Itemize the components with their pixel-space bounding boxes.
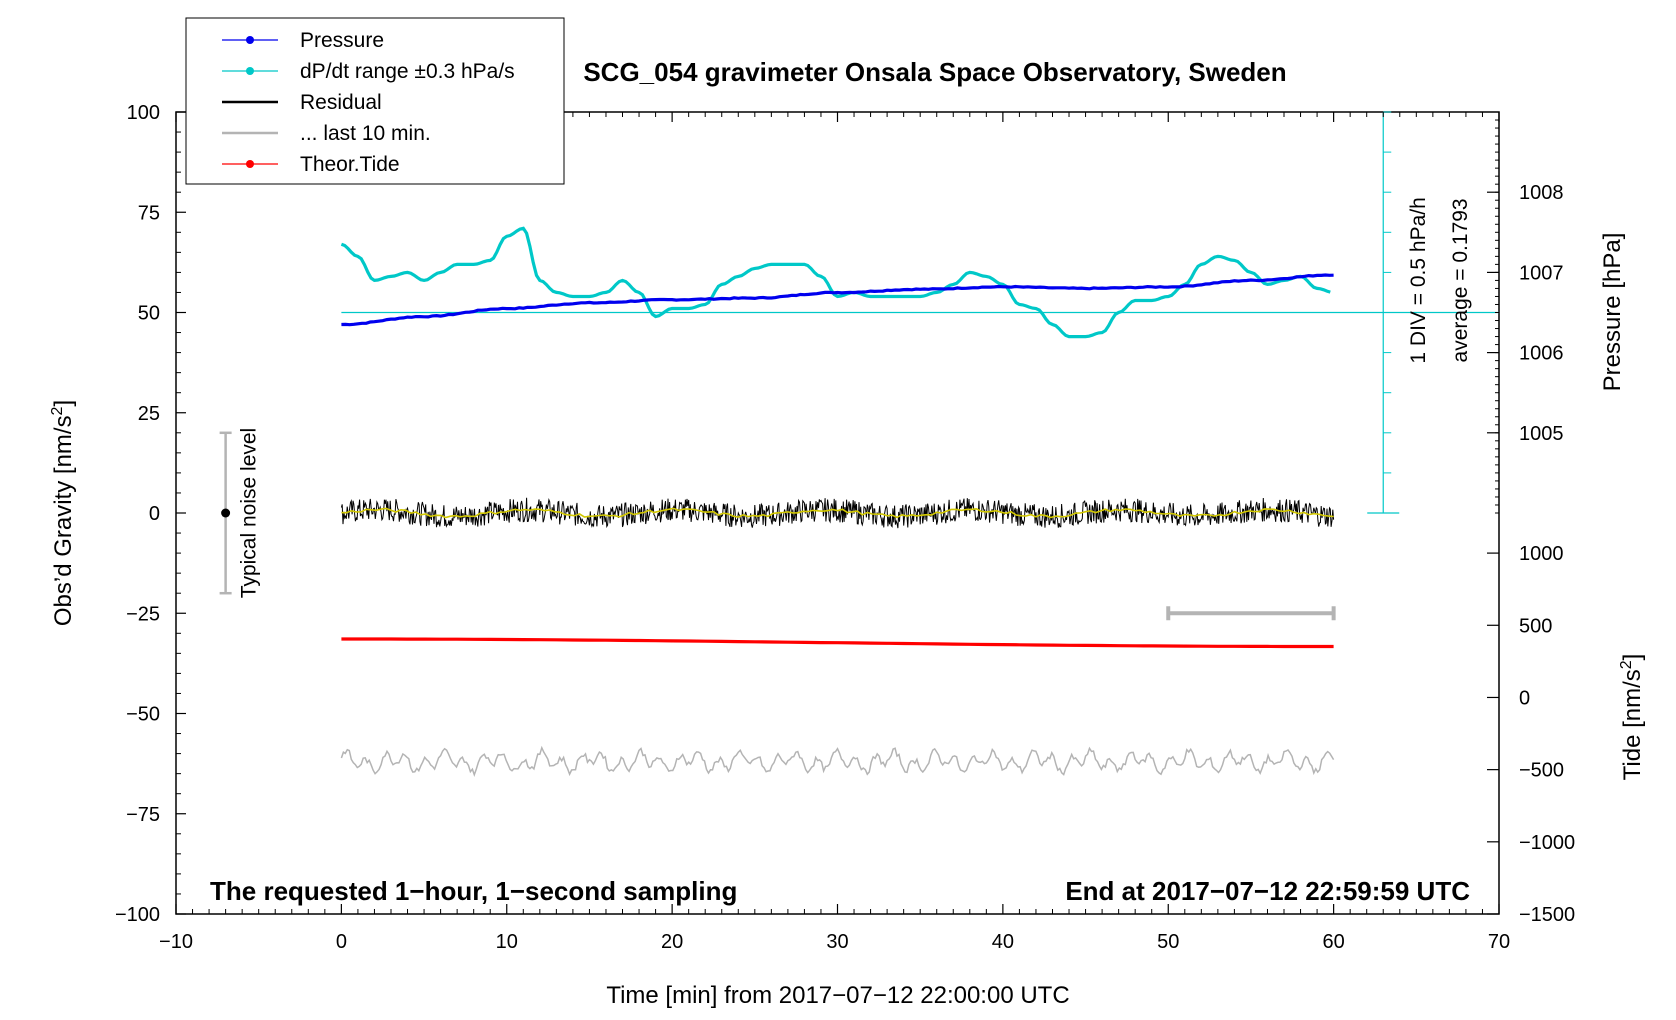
pressure-tick-label: 1006 <box>1519 343 1564 365</box>
x-tick-label: 70 <box>1488 931 1510 953</box>
x-tick-label: 20 <box>661 931 683 953</box>
noise-level-center-dot <box>221 508 231 518</box>
legend-item-label: Pressure <box>300 29 384 52</box>
markers-group <box>219 431 1336 621</box>
legend-item-label: Theor.Tide <box>300 153 400 176</box>
pressure-tick-label: 1007 <box>1519 262 1564 284</box>
dpdt-series <box>340 226 1331 339</box>
legend-item-label: dP/dt range ±0.3 hPa/s <box>300 60 515 83</box>
legend-swatch-marker <box>246 36 254 44</box>
tide-axis-label-base: Tide [nm/s <box>1619 669 1646 780</box>
residual-smoothed-series <box>341 507 1334 519</box>
dpdt-average-label: average = 0.1793 <box>1449 198 1472 362</box>
x-axis-label: Time [min] from 2017−07−12 22:00:00 UTC <box>606 982 1069 1009</box>
residual-series <box>340 497 1335 529</box>
legend-swatch-marker <box>246 160 254 168</box>
legend-item-label: ... last 10 min. <box>300 122 431 145</box>
y-tick-label: −75 <box>126 804 160 826</box>
y-tick-label: −25 <box>126 603 160 625</box>
noise-level-label: Typical noise level <box>238 428 261 598</box>
annotation-right: End at 2017−07−12 22:59:59 UTC <box>1065 876 1470 906</box>
x-axis-ticks: −10 0 10 20 30 40 50 60 70 <box>159 112 1510 953</box>
y-tick-label: 25 <box>138 403 160 425</box>
tide-tick-label: 1000 <box>1519 543 1564 565</box>
dpdt-scale-group <box>1367 111 1400 514</box>
y-axis-ticks: −100 −75 −50 −25 0 25 50 75 100 <box>115 102 186 926</box>
y-axis-label-sup: 2 <box>49 406 66 415</box>
series-group <box>340 226 1335 777</box>
x-tick-label: 60 <box>1323 931 1345 953</box>
pressure-axis-label: Pressure [hPa] <box>1599 233 1626 392</box>
tide-tick-label: −1000 <box>1519 832 1575 854</box>
tide-tick-label: 500 <box>1519 615 1552 637</box>
x-tick-label: 0 <box>336 931 347 953</box>
tide-axis-label-end: ] <box>1619 654 1646 661</box>
tide-tick-label: −500 <box>1519 760 1564 782</box>
y-tick-label: 50 <box>138 303 160 325</box>
last-10-min-series <box>340 745 1335 777</box>
pressure-tick-label: 1005 <box>1519 423 1564 445</box>
x-tick-label: 50 <box>1157 931 1179 953</box>
x-tick-label: 40 <box>992 931 1014 953</box>
x-tick-label: 10 <box>496 931 518 953</box>
pressure-tick-label: 1008 <box>1519 182 1564 204</box>
legend-item-label: Residual <box>300 91 382 114</box>
tide-axis-ticks: 1000 500 0 −500 −1000 −1500 <box>1487 543 1575 926</box>
tide-tick-label: −1500 <box>1519 904 1575 926</box>
dpdt-scale-label: 1 DIV = 0.5 hPa/h <box>1407 197 1430 363</box>
tide-axis-label-sup: 2 <box>1618 660 1635 669</box>
tide-tick-label: 0 <box>1519 687 1530 709</box>
y-tick-label: 75 <box>138 202 160 224</box>
y-axis-label-end: ] <box>50 400 77 407</box>
legend-swatch-marker <box>246 67 254 75</box>
legend: Pressure dP/dt range ±0.3 hPa/s Residual..… <box>185 17 565 185</box>
annotation-left: The requested 1−hour, 1−second sampling <box>210 876 737 906</box>
theoretical-tide-series <box>341 637 1334 649</box>
y-axis-label: Obs’d Gravity [nm/s2] <box>49 400 77 626</box>
x-tick-label: −10 <box>159 931 193 953</box>
tide-axis-label: Tide [nm/s2] <box>1618 654 1646 781</box>
y-axis-label-base: Obs’d Gravity [nm/s <box>50 415 77 626</box>
y-tick-label: 100 <box>127 102 160 124</box>
plot-area <box>175 111 1500 915</box>
pressure-series <box>341 273 1334 327</box>
y-tick-label: 0 <box>149 503 160 525</box>
x-tick-label: 30 <box>826 931 848 953</box>
y-tick-label: −100 <box>115 904 160 926</box>
y-tick-label: −50 <box>126 704 160 726</box>
chart-title: SCG_054 gravimeter Onsala Space Observat… <box>583 57 1286 87</box>
pressure-axis-ticks: 1005 1006 1007 1008 <box>1487 119 1564 514</box>
